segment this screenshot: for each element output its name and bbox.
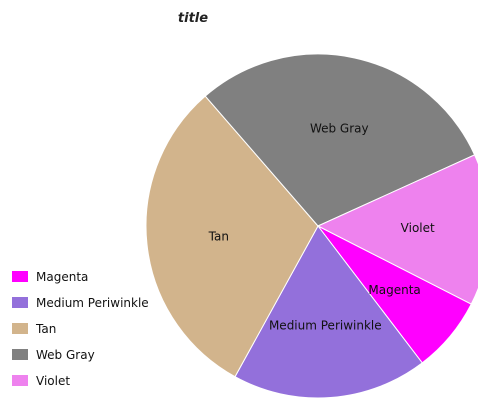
legend-item-web-gray: Web Gray <box>12 348 95 362</box>
pie-slice-labels: Magenta Medium Periwinkle Tan Web Gray Viole… <box>208 122 435 333</box>
legend: Magenta Medium Periwinkle Tan Web Gray Viole… <box>12 270 149 388</box>
legend-swatch-tan <box>12 323 28 334</box>
legend-item-medium-periwinkle: Medium Periwinkle <box>12 296 149 310</box>
pie-slice-medium-periwinkle <box>234 225 423 399</box>
legend-item-violet: Violet <box>12 374 70 388</box>
legend-item-magenta: Magenta <box>12 270 88 284</box>
legend-swatch-magenta <box>12 271 28 282</box>
legend-label-medium-periwinkle: Medium Periwinkle <box>36 296 149 310</box>
pie-slice-violet <box>316 154 478 305</box>
legend-swatch-violet <box>12 375 28 386</box>
slice-label-violet: Violet <box>401 221 435 235</box>
legend-label-magenta: Magenta <box>36 270 88 284</box>
legend-label-tan: Tan <box>35 322 56 336</box>
slice-label-magenta: Magenta <box>368 283 420 297</box>
pie-slices <box>145 53 478 399</box>
pie-slice-tan <box>145 95 319 378</box>
legend-label-web-gray: Web Gray <box>36 348 95 362</box>
legend-item-tan: Tan <box>12 322 56 336</box>
legend-swatch-web-gray <box>12 349 28 360</box>
slice-label-web-gray: Web Gray <box>310 122 369 136</box>
legend-label-violet: Violet <box>36 374 70 388</box>
slice-label-medium-periwinkle: Medium Periwinkle <box>269 319 382 333</box>
slice-label-tan: Tan <box>208 230 229 244</box>
chart-title: title <box>178 11 208 26</box>
legend-swatch-medium-periwinkle <box>12 297 28 308</box>
pie-slice-web-gray <box>204 53 476 227</box>
